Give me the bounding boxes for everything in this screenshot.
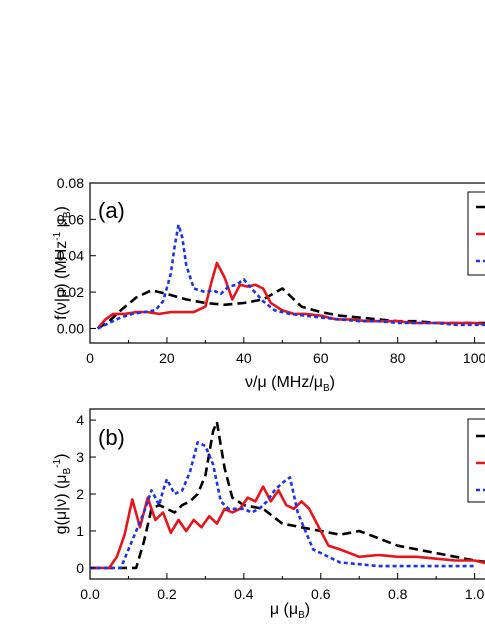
x-axis-label-b: μ (μB) (270, 601, 310, 621)
x-tick-label: 0.6 (311, 586, 331, 602)
x-tick-label: 0.0 (80, 586, 100, 602)
y-tick-label: 0.06 (57, 211, 84, 227)
panel-b: 0.0 0.2 0.4 0.6 0.8 1.0 0 1 2 3 4 (b) g(μ|ν) (μB-1… (52, 408, 485, 621)
y-tick-label: 3 (76, 449, 84, 465)
plot-frame-b (89, 408, 485, 580)
x-tick-label: 20 (159, 350, 175, 366)
y-tick-label: 4 (76, 412, 84, 428)
x-tick-label: 0.8 (388, 586, 408, 602)
x-tick-label: 0.2 (157, 586, 177, 602)
legend-b (467, 418, 485, 503)
y-tick-label: 0.00 (57, 320, 84, 336)
series-line-dashed-b (90, 420, 485, 570)
y-axis-label-b: g(μ|ν) (μB-1) (52, 454, 73, 535)
series-line-solid-b (90, 485, 485, 570)
x-axis-label-a: ν/μ (MHz/μB) (245, 374, 335, 394)
series-line-dotted-a (97, 223, 485, 330)
y-tick-label: 1 (76, 523, 84, 539)
panel-label-b: (b) (98, 425, 125, 450)
y-tick-label: 0.08 (57, 175, 84, 191)
y-tick-label: 0 (76, 560, 84, 576)
y-tick-label: 2 (76, 486, 84, 502)
series-line-dashed-a (97, 287, 485, 330)
series-line-solid-a (96, 261, 485, 330)
x-tick-label: 0 (86, 350, 94, 366)
series-group-a (96, 223, 485, 330)
x-tick-label: 0.4 (234, 586, 254, 602)
x-tick-label: 60 (313, 350, 329, 366)
plot-frame-a (89, 182, 485, 344)
ticks-a: 0 20 40 60 80 100 0.00 0.02 0.04 0.06 0.08 (57, 175, 485, 366)
ticks-b: 0.0 0.2 0.4 0.6 0.8 1.0 0 1 2 3 4 (76, 412, 484, 602)
y-tick-label: 0.02 (57, 284, 84, 300)
legend-frame-b (467, 418, 485, 503)
y-tick-label: 0.04 (57, 248, 84, 264)
panel-a: 0 20 40 60 80 100 0.00 0.02 0.04 0.06 0.08 (a) f(ν… (52, 175, 485, 394)
x-tick-label: 40 (236, 350, 252, 366)
x-tick-label: 1.0 (465, 586, 485, 602)
panel-label-a: (a) (98, 198, 125, 223)
x-tick-label: 80 (390, 350, 406, 366)
y-axis-label-a: f(ν|μ) (MHz-1 μB) (52, 206, 73, 320)
series-line-dotted-b (90, 440, 475, 570)
legend-a (467, 191, 485, 276)
series-group-b (90, 420, 485, 570)
x-tick-label: 100 (463, 350, 485, 366)
